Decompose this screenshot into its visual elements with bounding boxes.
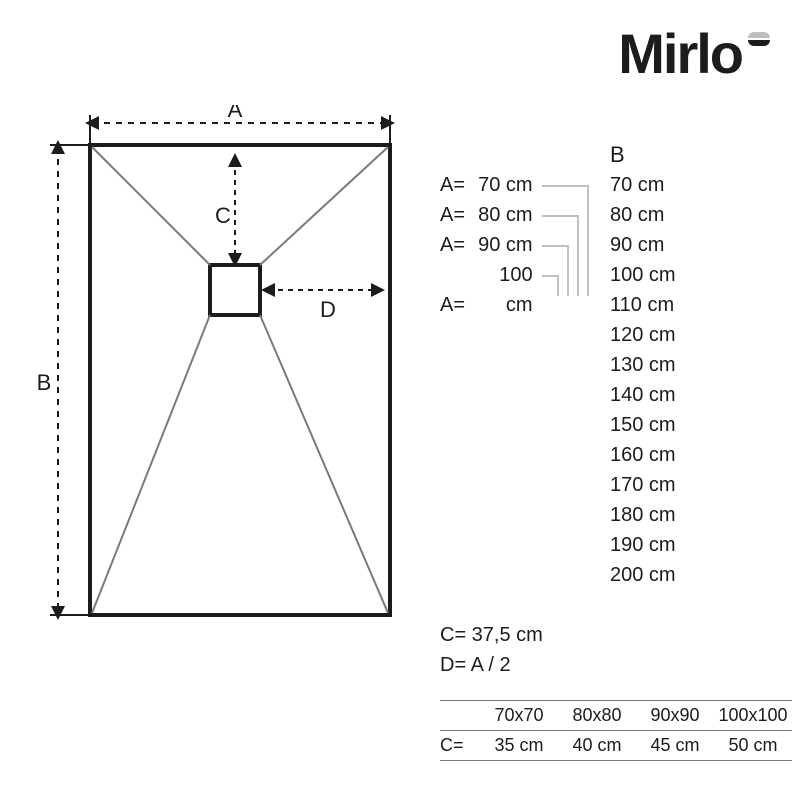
tray-outline: [90, 145, 390, 615]
c-square-table: 70x70 80x80 90x90 100x100 C= 35 cm 40 cm…: [440, 700, 792, 761]
d-equation: D= A / 2: [440, 650, 543, 680]
dim-label-d: D: [320, 297, 336, 322]
c-equation: C= 37,5 cm: [440, 620, 543, 650]
shower-tray-diagram: A B C D: [30, 105, 430, 685]
table-header-cell: 90x90: [636, 701, 714, 730]
b-value-row: 200 cm: [610, 560, 676, 590]
a-value-row: A= 80 cm: [440, 200, 533, 230]
b-value-row: 170 cm: [610, 470, 676, 500]
table-cell: 50 cm: [714, 731, 792, 760]
leader-lines: [542, 176, 612, 316]
table-header-cell: 100x100: [714, 701, 792, 730]
b-value-row: 110 cm: [610, 290, 676, 320]
b-value-row: 130 cm: [610, 350, 676, 380]
b-value-row: 90 cm: [610, 230, 676, 260]
b-value-row: 160 cm: [610, 440, 676, 470]
table-header-cell: 80x80: [558, 701, 636, 730]
table-cell: 40 cm: [558, 731, 636, 760]
brand-logo: Mirlo: [618, 26, 770, 82]
b-value-row: 150 cm: [610, 410, 676, 440]
b-values-list: B 70 cm80 cm90 cm100 cm110 cm120 cm130 c…: [610, 140, 676, 590]
b-value-row: 180 cm: [610, 500, 676, 530]
b-value-row: 190 cm: [610, 530, 676, 560]
b-value-row: 70 cm: [610, 170, 676, 200]
cd-equations: C= 37,5 cm D= A / 2: [440, 620, 543, 680]
b-value-row: 100 cm: [610, 260, 676, 290]
b-value-row: 80 cm: [610, 200, 676, 230]
a-value-row: A= 70 cm: [440, 170, 533, 200]
b-header: B: [610, 140, 676, 170]
b-value-row: 140 cm: [610, 380, 676, 410]
table-row-label: C=: [440, 731, 480, 760]
dim-label-c: C: [215, 203, 231, 228]
table-header-cell: 70x70: [480, 701, 558, 730]
brand-logo-mark: [748, 32, 770, 46]
table-cell: 45 cm: [636, 731, 714, 760]
b-value-row: 120 cm: [610, 320, 676, 350]
dim-label-a: A: [228, 105, 243, 122]
drain-outline: [210, 265, 260, 315]
a-values-list: A= 70 cmA= 80 cmA= 90 cmA= 100 cm: [440, 170, 533, 290]
dim-label-b: B: [37, 370, 52, 395]
a-value-row: A= 90 cm: [440, 230, 533, 260]
table-cell: 35 cm: [480, 731, 558, 760]
brand-logo-text: Mirlo: [618, 26, 742, 82]
a-value-row: A= 100 cm: [440, 260, 533, 290]
